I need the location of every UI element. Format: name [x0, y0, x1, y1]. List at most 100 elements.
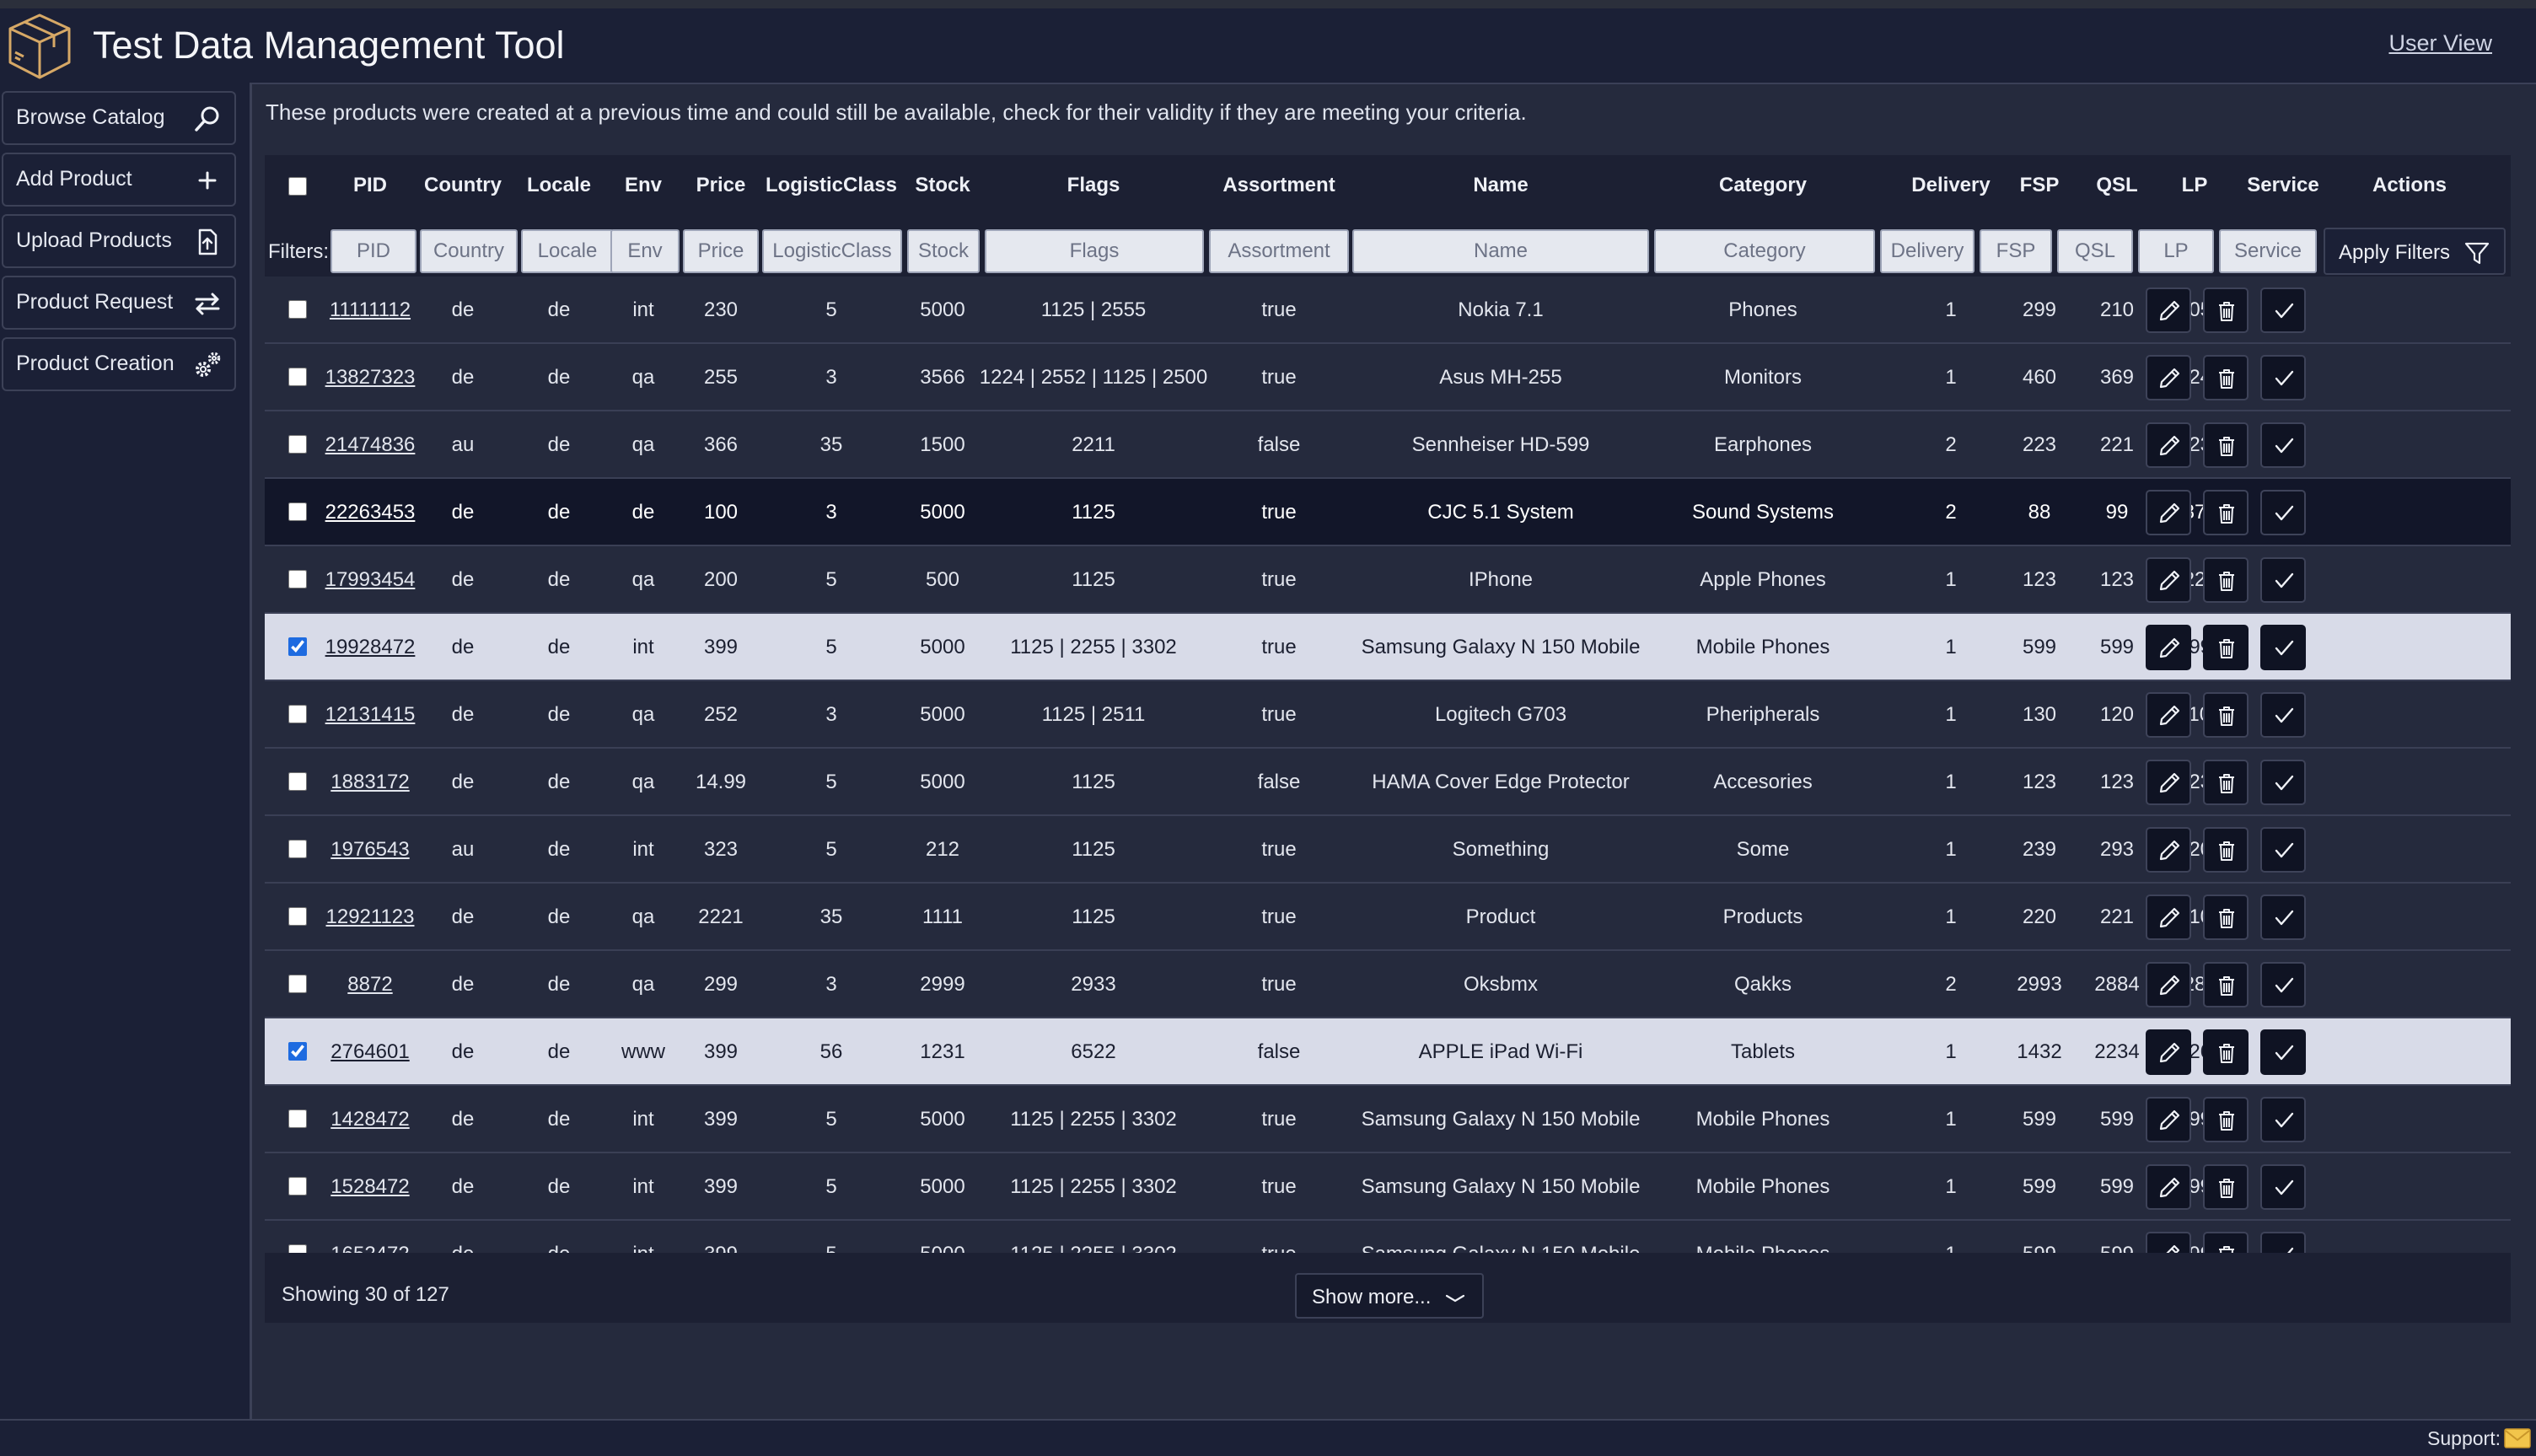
delete-button[interactable] — [2203, 1097, 2249, 1142]
edit-button[interactable] — [2146, 827, 2191, 873]
delete-button[interactable] — [2203, 1164, 2249, 1210]
row-select-checkbox[interactable] — [288, 300, 307, 319]
row-select-checkbox[interactable] — [288, 840, 307, 858]
table-row[interactable]: 1428472 de de int 399 5 5000 1125 | 2255 | 3302… — [265, 1086, 2511, 1153]
confirm-button[interactable] — [2260, 422, 2306, 468]
cell-pid[interactable]: 21474836 — [325, 433, 416, 456]
column-header-name[interactable]: Name — [1473, 174, 1529, 196]
filter-flags-input[interactable] — [985, 229, 1204, 273]
delete-button[interactable] — [2203, 625, 2249, 670]
filter-fsp-input[interactable] — [1980, 229, 2052, 273]
row-select-checkbox[interactable] — [288, 1177, 307, 1195]
column-header-assortment[interactable]: Assortment — [1222, 174, 1335, 196]
sidebar-item-browse-catalog[interactable]: Browse Catalog — [2, 91, 236, 145]
filter-logistic-class-input[interactable] — [762, 229, 902, 273]
cell-pid[interactable]: 17993454 — [325, 568, 416, 591]
sidebar-item-upload-products[interactable]: Upload Products — [2, 214, 236, 268]
row-select-checkbox[interactable] — [288, 570, 307, 588]
cell-pid[interactable]: 19928472 — [325, 636, 416, 658]
filter-name-input[interactable] — [1352, 229, 1649, 273]
confirm-button[interactable] — [2260, 895, 2306, 940]
edit-button[interactable] — [2146, 625, 2191, 670]
filter-delivery-input[interactable] — [1880, 229, 1975, 273]
filter-stock-input[interactable] — [907, 229, 980, 273]
edit-button[interactable] — [2146, 1164, 2191, 1210]
delete-button[interactable] — [2203, 827, 2249, 873]
edit-button[interactable] — [2146, 422, 2191, 468]
filter-service-input[interactable] — [2219, 229, 2317, 273]
cell-pid[interactable]: 2764601 — [330, 1040, 410, 1063]
delete-button[interactable] — [2203, 490, 2249, 535]
column-header-locale[interactable]: Locale — [526, 174, 592, 196]
apply-filters-button[interactable]: Apply Filters — [2324, 228, 2506, 275]
delete-button[interactable] — [2203, 557, 2249, 603]
row-select-checkbox[interactable] — [288, 975, 307, 993]
table-row[interactable]: 17993454 de de qa 200 5 500 1125 true IPhone Apple… — [265, 546, 2511, 614]
table-row[interactable]: 1883172 de de qa 14.99 5 5000 1125 false HAMA Cov… — [265, 749, 2511, 816]
cell-pid[interactable]: 1976543 — [330, 838, 410, 861]
edit-button[interactable] — [2146, 895, 2191, 940]
column-header-logistic-class[interactable]: LogisticClass — [765, 174, 898, 196]
column-header-country[interactable]: Country — [424, 174, 502, 196]
sidebar-item-product-creation[interactable]: Product Creation — [2, 337, 236, 391]
table-row[interactable]: 11111112 de de int 230 5 5000 1125 | 2555 true No… — [265, 277, 2511, 344]
confirm-button[interactable] — [2260, 557, 2306, 603]
delete-button[interactable] — [2203, 355, 2249, 400]
confirm-button[interactable] — [2260, 760, 2306, 805]
table-row[interactable]: 21474836 au de qa 366 35 1500 2211 false Sennheis… — [265, 411, 2511, 479]
row-select-checkbox[interactable] — [288, 772, 307, 791]
edit-button[interactable] — [2146, 1097, 2191, 1142]
cell-pid[interactable]: 1883172 — [330, 771, 410, 793]
cell-pid[interactable]: 12131415 — [325, 703, 416, 726]
column-header-qsl[interactable]: QSL — [2096, 174, 2138, 196]
column-header-category[interactable]: Category — [1718, 174, 1808, 196]
edit-button[interactable] — [2146, 557, 2191, 603]
row-select-checkbox[interactable] — [288, 907, 307, 926]
column-header-fsp[interactable]: FSP — [2019, 174, 2060, 196]
row-select-checkbox[interactable] — [288, 705, 307, 723]
confirm-button[interactable] — [2260, 1164, 2306, 1210]
confirm-button[interactable] — [2260, 1029, 2306, 1075]
table-row[interactable]: 13827323 de de qa 255 3 3566 1224 | 2552 | 1125… — [265, 344, 2511, 411]
confirm-button[interactable] — [2260, 625, 2306, 670]
edit-button[interactable] — [2146, 692, 2191, 738]
row-select-checkbox[interactable] — [288, 637, 307, 656]
delete-button[interactable] — [2203, 962, 2249, 1007]
select-all-checkbox[interactable] — [288, 177, 307, 196]
show-more-button[interactable]: Show more... — [1295, 1273, 1484, 1319]
delete-button[interactable] — [2203, 287, 2249, 333]
column-header-delivery[interactable]: Delivery — [1911, 174, 1991, 196]
cell-pid[interactable]: 1528472 — [330, 1175, 410, 1198]
confirm-button[interactable] — [2260, 1097, 2306, 1142]
cell-pid[interactable]: 8872 — [347, 973, 393, 996]
cell-pid[interactable]: 22263453 — [325, 501, 416, 524]
table-row[interactable]: 1528472 de de int 399 5 5000 1125 | 2255 | 3302… — [265, 1153, 2511, 1221]
delete-button[interactable] — [2203, 760, 2249, 805]
table-row[interactable]: 12921123 de de qa 2221 35 1111 1125 true Product P… — [265, 884, 2511, 951]
confirm-button[interactable] — [2260, 490, 2306, 535]
column-header-env[interactable]: Env — [624, 174, 663, 196]
edit-button[interactable] — [2146, 490, 2191, 535]
filter-price-input[interactable] — [683, 229, 759, 273]
table-row[interactable]: 8872 de de qa 299 3 2999 2933 true Oksbmx Qakks 2 29… — [265, 951, 2511, 1018]
edit-button[interactable] — [2146, 355, 2191, 400]
filter-assortment-input[interactable] — [1209, 229, 1349, 273]
column-header-price[interactable]: Price — [696, 174, 746, 196]
column-header-stock[interactable]: Stock — [915, 174, 970, 196]
column-header-lp[interactable]: LP — [2181, 174, 2208, 196]
table-row[interactable]: 1976543 au de int 323 5 212 1125 true Something So… — [265, 816, 2511, 884]
row-select-checkbox[interactable] — [288, 1042, 307, 1061]
delete-button[interactable] — [2203, 692, 2249, 738]
confirm-button[interactable] — [2260, 962, 2306, 1007]
user-view-link[interactable]: User View — [2388, 30, 2492, 56]
row-select-checkbox[interactable] — [288, 1109, 307, 1128]
sidebar-item-product-request[interactable]: Product Request — [2, 276, 236, 330]
sidebar-item-add-product[interactable]: Add Product — [2, 153, 236, 207]
delete-button[interactable] — [2203, 422, 2249, 468]
delete-button[interactable] — [2203, 1029, 2249, 1075]
cell-pid[interactable]: 11111112 — [329, 298, 411, 321]
filter-category-input[interactable] — [1654, 229, 1875, 273]
filter-country-input[interactable] — [420, 229, 518, 273]
row-select-checkbox[interactable] — [288, 368, 307, 386]
column-header-pid[interactable]: PID — [352, 174, 388, 196]
